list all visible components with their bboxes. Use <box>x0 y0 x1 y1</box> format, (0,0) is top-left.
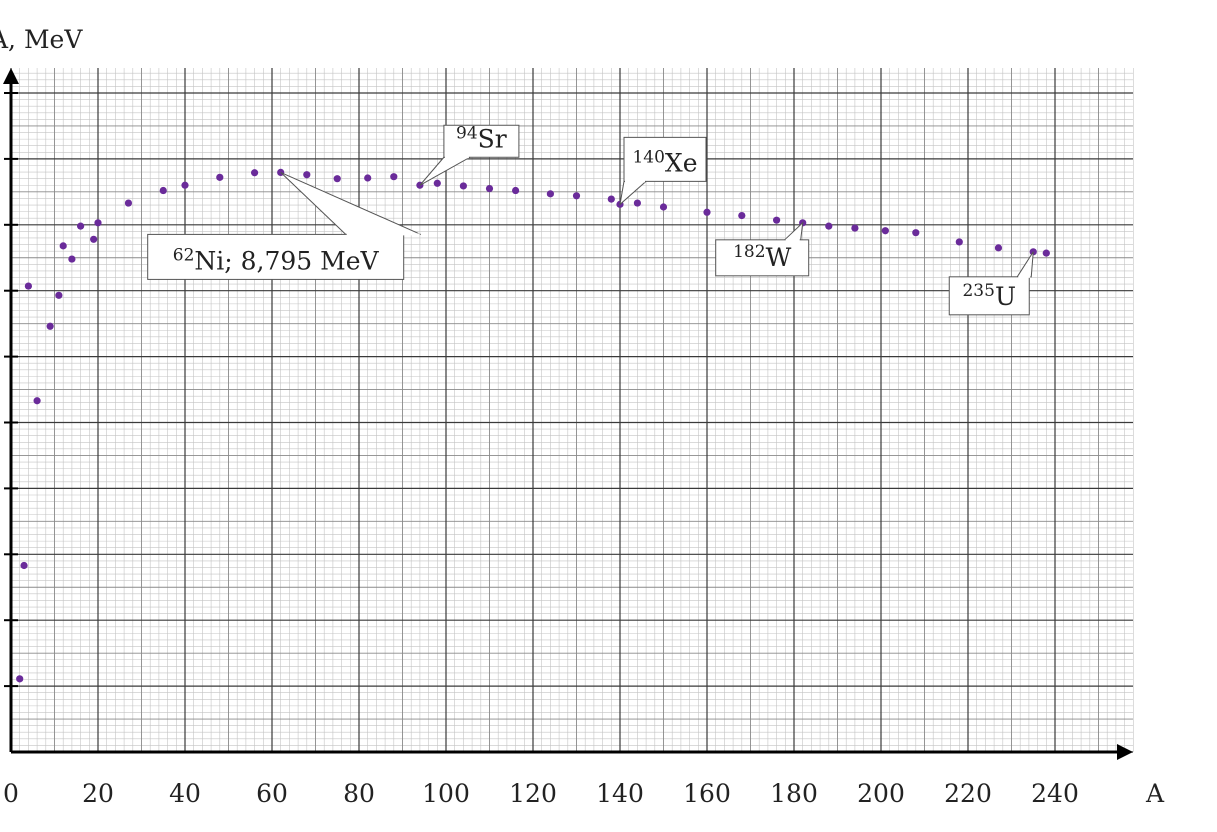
data-point <box>251 169 259 177</box>
x-axis-arrow <box>1117 744 1133 760</box>
x-tick-label: 60 <box>256 779 288 808</box>
data-point <box>1042 249 1050 257</box>
x-tick-label: 0 <box>3 779 19 808</box>
data-point <box>607 195 615 203</box>
data-point <box>94 219 102 227</box>
callout-box <box>147 233 405 280</box>
mass-number: 182 <box>733 242 765 262</box>
data-point <box>333 175 341 183</box>
data-point <box>16 675 24 683</box>
data-point <box>881 227 889 235</box>
data-point <box>659 203 668 211</box>
callout-box <box>948 276 1030 316</box>
annotation-callout: 140Xe <box>619 136 707 206</box>
data-point <box>912 229 920 237</box>
data-point <box>433 179 441 187</box>
axes <box>3 68 1133 760</box>
data-point <box>994 244 1003 252</box>
x-tick-label: 120 <box>509 779 557 808</box>
callout-label: 235U <box>962 281 1016 311</box>
callout-label: 94Sr <box>456 123 507 153</box>
callout-box <box>715 239 810 277</box>
callout-label: 140Xe <box>632 147 697 177</box>
x-tick-label: 180 <box>770 779 818 808</box>
data-point <box>216 173 224 181</box>
data-point <box>59 242 67 250</box>
data-point <box>955 238 963 246</box>
mass-number: 94 <box>456 123 478 143</box>
data-point <box>55 291 63 299</box>
data-point <box>511 186 520 195</box>
x-tick-label: 20 <box>82 779 114 808</box>
y-axis-title: A, MeV <box>0 25 83 54</box>
data-point <box>33 397 41 405</box>
x-tick-label: 80 <box>343 779 375 808</box>
data-point <box>46 322 54 330</box>
x-tick-label: 40 <box>169 779 201 808</box>
data-point <box>633 199 642 207</box>
annotation-callout: 182W <box>715 221 810 277</box>
callout-pointer <box>619 180 648 206</box>
data-point <box>825 222 833 230</box>
data-point <box>773 216 781 224</box>
element-label: Sr <box>478 124 507 153</box>
data-point <box>77 222 85 230</box>
mass-number: 235 <box>962 281 994 301</box>
callout-label: 62Ni; 8,795 MeV <box>173 245 380 275</box>
callout-box <box>443 124 520 158</box>
x-tick-labels: 0 20 40 60 80 100 120 140 160 180 200 220 240 <box>3 779 1079 808</box>
data-point <box>124 199 133 207</box>
minor-grid <box>11 68 1134 752</box>
element-label: Xe <box>665 148 698 177</box>
medium-grid <box>11 68 1133 752</box>
mass-number: 140 <box>632 147 664 167</box>
data-point <box>390 173 398 181</box>
x-tick-label: 200 <box>857 779 905 808</box>
data-point <box>459 182 467 190</box>
data-point <box>738 211 746 220</box>
x-axis-title: A <box>1145 779 1165 808</box>
annotation-callout: 62Ni; 8,795 MeV <box>147 171 421 280</box>
y-axis-arrow <box>3 68 19 84</box>
element-label: Ni; 8,795 MeV <box>194 246 379 275</box>
data-point <box>546 190 555 198</box>
x-tick-label: 220 <box>944 779 992 808</box>
data-point <box>485 184 494 193</box>
data-point <box>181 181 189 189</box>
data-point <box>364 174 372 182</box>
data-point <box>159 186 167 195</box>
annotation-callout: 94Sr <box>419 123 520 186</box>
element-label: W <box>766 243 792 272</box>
data-point <box>572 192 581 200</box>
data-point <box>703 208 711 216</box>
x-tick-label: 100 <box>422 779 470 808</box>
data-point <box>303 171 311 179</box>
annotations: 62Ni; 8,795 MeV 94Sr 140Xe 182W 235U <box>147 123 1034 316</box>
element-label: U <box>995 282 1016 311</box>
callout-label: 182W <box>733 242 791 272</box>
annotation-callout: 235U <box>948 251 1034 316</box>
data-point <box>90 235 98 243</box>
data-point <box>851 224 859 232</box>
x-tick-label: 160 <box>683 779 731 808</box>
mass-number: 62 <box>173 245 195 265</box>
data-point <box>24 282 32 290</box>
callout-pointer <box>419 156 472 186</box>
x-tick-label: 240 <box>1031 779 1079 808</box>
data-point <box>68 255 76 263</box>
x-tick-label: 140 <box>596 779 644 808</box>
major-grid <box>10 68 1133 753</box>
callout-box <box>623 136 707 182</box>
data-point <box>20 561 28 570</box>
